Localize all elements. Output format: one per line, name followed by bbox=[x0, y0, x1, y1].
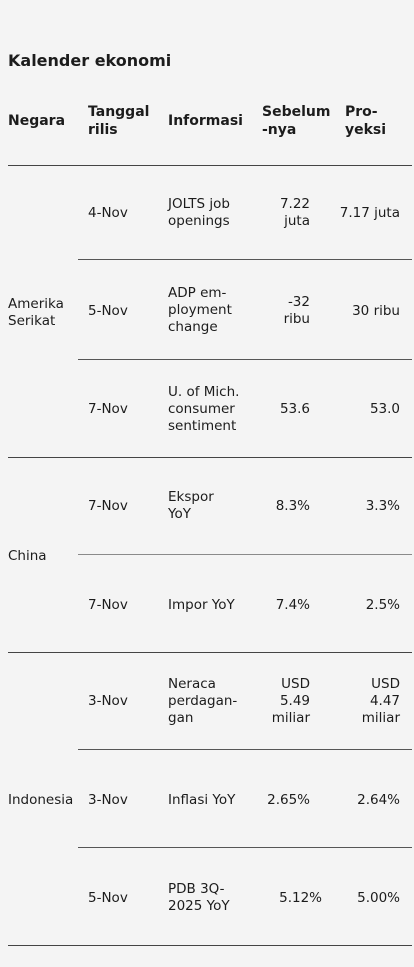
header-projection: Pro- yeksi bbox=[345, 104, 387, 138]
row-info: U. of Mich. consumer sentiment bbox=[168, 384, 240, 434]
row-divider bbox=[78, 847, 412, 848]
country-label: Indonesia bbox=[8, 792, 74, 808]
header-country: Negara bbox=[8, 113, 66, 129]
row-projection: 53.0 bbox=[369, 401, 400, 417]
row-divider bbox=[78, 359, 412, 360]
row-divider bbox=[78, 749, 412, 750]
row-date: 4-Nov bbox=[88, 205, 128, 221]
group-divider bbox=[8, 457, 412, 458]
table-bottom-rule bbox=[8, 945, 412, 946]
header-date: Tanggal rilis bbox=[88, 104, 150, 138]
group-divider bbox=[8, 652, 412, 653]
row-info: Inflasi YoY bbox=[168, 792, 236, 808]
row-date: 5-Nov bbox=[88, 890, 128, 906]
row-date: 5-Nov bbox=[88, 303, 128, 319]
row-previous: -32 ribu bbox=[283, 294, 310, 327]
row-date: 7-Nov bbox=[88, 498, 128, 514]
row-projection: 2.64% bbox=[357, 792, 400, 808]
row-date: 7-Nov bbox=[88, 401, 128, 417]
row-previous: 8.3% bbox=[275, 498, 310, 514]
row-date: 7-Nov bbox=[88, 597, 128, 613]
row-divider bbox=[78, 259, 412, 260]
header-divider bbox=[8, 165, 412, 166]
row-previous: 7.22 juta bbox=[279, 196, 310, 229]
row-projection: 30 ribu bbox=[352, 303, 400, 319]
row-previous: USD 5.49 miliar bbox=[271, 676, 310, 726]
row-projection: USD 4.47 miliar bbox=[361, 676, 400, 726]
row-info: PDB 3Q- 2025 YoY bbox=[168, 881, 230, 914]
country-label: China bbox=[8, 548, 47, 564]
header-info: Informasi bbox=[168, 113, 243, 129]
row-date: 3-Nov bbox=[88, 792, 128, 808]
row-projection: 2.5% bbox=[365, 597, 400, 613]
row-info: Ekspor YoY bbox=[168, 489, 214, 522]
row-previous: 7.4% bbox=[275, 597, 310, 613]
row-previous: 2.65% bbox=[267, 792, 310, 808]
row-info: ADP em- ployment change bbox=[168, 285, 232, 335]
row-info: Neraca perdagan- gan bbox=[168, 676, 238, 726]
row-date: 3-Nov bbox=[88, 693, 128, 709]
header-previous: Sebelum -nya bbox=[262, 104, 331, 138]
row-divider bbox=[78, 554, 412, 555]
row-info: Impor YoY bbox=[168, 597, 235, 613]
page-title: Kalender ekonomi bbox=[8, 51, 172, 70]
row-projection: 3.3% bbox=[365, 498, 400, 514]
row-projection: 5.00% bbox=[357, 890, 400, 906]
row-previous: 5.12% bbox=[279, 890, 322, 906]
row-info: JOLTS job openings bbox=[168, 196, 230, 229]
country-label: Amerika Serikat bbox=[8, 296, 64, 329]
row-previous: 53.6 bbox=[279, 401, 310, 417]
row-projection: 7.17 juta bbox=[339, 205, 400, 221]
